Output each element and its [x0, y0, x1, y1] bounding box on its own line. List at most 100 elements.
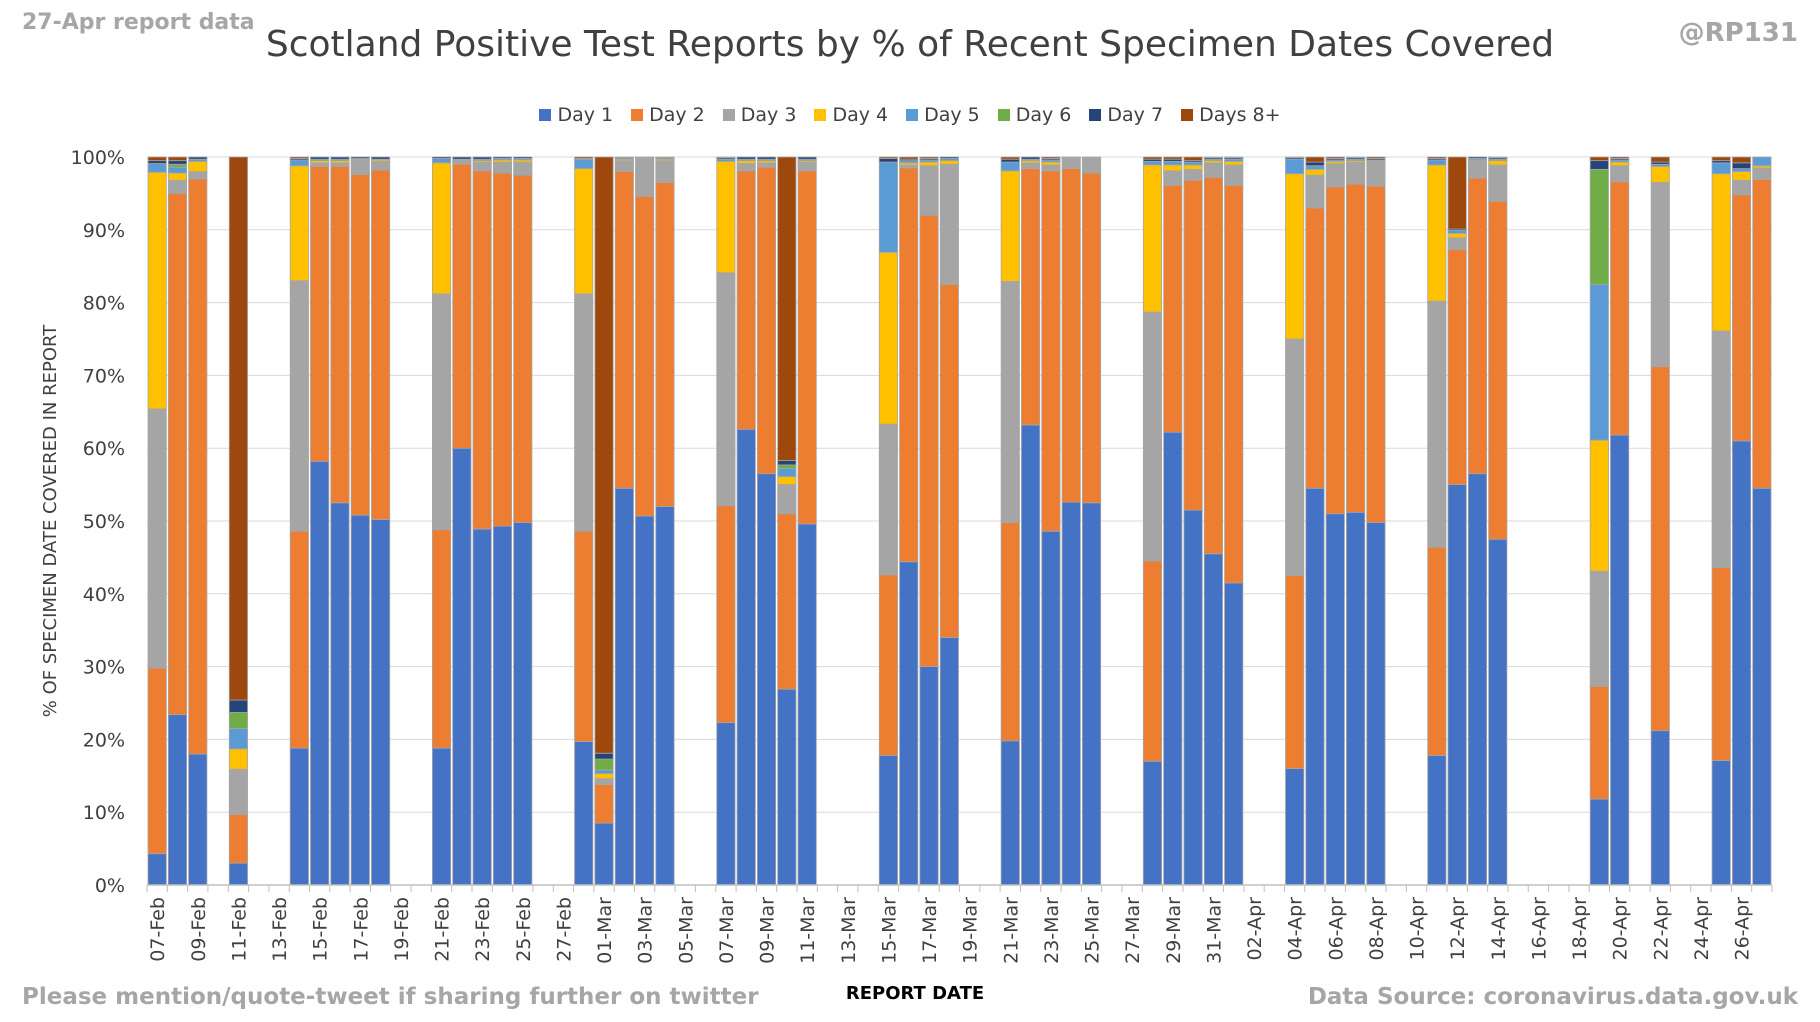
bar-segment — [1427, 159, 1447, 166]
bar-segment — [431, 158, 452, 164]
x-tick-label: 12-Apr — [1447, 897, 1469, 961]
bar-segment — [330, 162, 350, 167]
y-tick-label: 10% — [83, 802, 125, 824]
x-tick-labels: 07-Feb 09-Feb 11-Feb 13-Feb 15-Feb 17-Feb 19-F… — [147, 897, 1753, 964]
bar-segment — [1589, 570, 1609, 687]
legend-swatch — [814, 109, 827, 121]
y-axis-title: % OF SPECIMEN DATE COVERED IN REPORT — [40, 324, 61, 717]
legend-item: Day 3 — [722, 104, 796, 126]
bar-segment — [756, 473, 777, 886]
legend-swatch — [997, 109, 1010, 121]
legend-item: Day 1 — [539, 104, 613, 126]
x-tick-label: 19-Mar — [960, 897, 982, 964]
x-tick-label: 29-Mar — [1163, 897, 1185, 964]
bar-segment — [1488, 160, 1508, 166]
bar-segment — [716, 156, 736, 159]
bar-segment — [1325, 513, 1345, 886]
bar-segment — [289, 165, 309, 282]
bar-segment — [1081, 156, 1102, 159]
bar-segment — [1163, 160, 1183, 166]
author-handle: @RP131 — [1678, 18, 1798, 48]
x-tick-label: 18-Apr — [1569, 897, 1591, 961]
bar-segment — [594, 773, 614, 780]
bar-segment — [1589, 156, 1609, 162]
bar-segment — [1021, 168, 1041, 426]
bar-segment — [147, 408, 167, 669]
bar-segment — [1000, 156, 1020, 160]
bar-segment — [1142, 156, 1163, 160]
bar-segment — [371, 156, 391, 160]
bar-segment — [431, 529, 452, 749]
bar-segment — [492, 156, 513, 159]
bar-segment — [147, 156, 167, 162]
bar-segment — [513, 522, 533, 886]
bar-segment — [655, 156, 675, 159]
bar-segment — [574, 741, 594, 886]
bar-segment — [228, 156, 248, 701]
bar-segment — [147, 163, 167, 173]
bar-segment — [777, 464, 797, 469]
bar-segment — [1366, 160, 1386, 187]
bar-segment — [635, 156, 655, 159]
bar-segment — [350, 159, 370, 175]
bar-segment — [1000, 281, 1020, 523]
bar-segment — [736, 428, 756, 886]
bar-segment — [919, 214, 939, 667]
bar-segment — [1650, 182, 1670, 368]
bar-segment — [1203, 156, 1223, 159]
bar-segment — [1325, 186, 1345, 515]
bar-segment — [1752, 156, 1772, 167]
y-tick-label: 70% — [83, 365, 125, 387]
bar-segment — [1203, 162, 1223, 178]
bar-segment — [777, 513, 797, 690]
bar-segment — [1183, 179, 1203, 511]
bar-segment — [655, 506, 675, 886]
legend-label: Day 2 — [649, 104, 705, 126]
bar-segment — [147, 853, 167, 886]
bar-segment — [716, 505, 736, 724]
bar-segment — [736, 156, 756, 160]
bar-segment — [635, 195, 655, 517]
bar-segment — [431, 293, 452, 531]
bar-segment — [899, 561, 919, 886]
bar-segment — [1447, 484, 1467, 886]
bar-segment — [1325, 163, 1345, 188]
legend-item: Day 4 — [814, 104, 888, 126]
bar-segment — [797, 170, 817, 525]
bar-segment — [878, 251, 898, 425]
y-tick-label: 80% — [83, 293, 125, 315]
bar-segment — [1305, 168, 1325, 176]
bar-segment — [310, 166, 330, 462]
bar-segment — [1589, 168, 1609, 285]
bar-segment — [492, 525, 513, 886]
bar-segment — [1305, 161, 1325, 167]
bar-segment — [1610, 156, 1630, 159]
bar-segment — [919, 156, 939, 159]
x-tick-label: 07-Mar — [716, 897, 738, 964]
bar-segment — [1731, 171, 1752, 181]
bar-segment — [513, 161, 533, 176]
bar-segment — [574, 158, 594, 170]
bar-segment — [878, 423, 898, 576]
bar-segment — [1488, 164, 1508, 202]
bar-segment — [1711, 162, 1731, 175]
bar-segment — [1203, 176, 1223, 555]
bar-segment — [1711, 156, 1731, 162]
bar-segment — [1285, 158, 1305, 175]
bar-segment — [1589, 439, 1609, 572]
bar-segment — [899, 167, 919, 563]
bar-segment — [1731, 168, 1752, 172]
bar-segment — [1000, 170, 1020, 282]
legend-swatch — [906, 109, 919, 121]
bar-segment — [330, 156, 350, 160]
legend-swatch — [539, 109, 552, 121]
bar-segment — [1731, 440, 1752, 886]
bar-segment — [756, 162, 777, 168]
bar-segment — [574, 156, 594, 159]
x-tick-label: 04-Apr — [1285, 897, 1307, 961]
bar-segment — [513, 174, 533, 523]
bar-segment — [1467, 177, 1488, 475]
bar-segment — [228, 712, 248, 729]
bar-segment — [736, 160, 756, 164]
